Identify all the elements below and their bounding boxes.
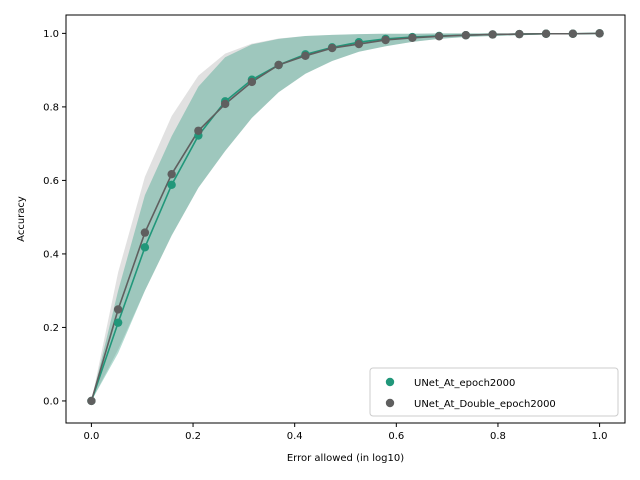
y-axis-ticks: 0.0 0.2 0.4 0.6 0.8 1.0: [43, 29, 66, 407]
point-unet-at-double-epoch2000-4: [194, 126, 203, 135]
point-unet-at-double-epoch2000-19: [595, 29, 604, 38]
point-unet-at-double-epoch2000-7: [274, 60, 283, 70]
point-unet-at-double-epoch2000-6: [247, 77, 257, 87]
x-tick-label: 1.0: [592, 431, 608, 442]
confidence-bands: [91, 33, 600, 401]
series-lines: [90, 32, 600, 402]
point-unet-at-double-epoch2000-11: [381, 35, 390, 45]
point-unet-at-double-epoch2000-2: [140, 228, 150, 237]
y-tick-label: 0.0: [43, 396, 59, 407]
point-unet-at-double-epoch2000-9: [327, 43, 337, 53]
point-unet-at-double-epoch2000-14: [461, 31, 471, 40]
point-unet-at-double-epoch2000-12: [408, 33, 417, 42]
x-tick-label: 0.0: [83, 431, 99, 442]
point-unet-at-double-epoch2000-16: [515, 29, 524, 39]
legend-marker-unet-at-double-epoch2000: [385, 398, 395, 408]
x-tick-label: 0.6: [388, 431, 404, 442]
legend-box: [369, 367, 619, 417]
point-unet-at-double-epoch2000-3: [167, 169, 176, 179]
point-unet-at-double-epoch2000-15: [488, 30, 497, 39]
y-tick-label: 0.6: [43, 176, 59, 187]
y-axis-label: Accuracy: [16, 196, 27, 242]
legend-entry-unet-at-double-epoch2000: UNet_At_Double_epoch2000: [414, 399, 556, 410]
series-points: [87, 29, 604, 406]
band-unet-at-double-epoch2000: [91, 33, 600, 401]
point-unet-at-double-epoch2000-1: [113, 305, 123, 314]
x-tick-label: 0.4: [287, 431, 303, 442]
point-unet-at-epoch2000-1: [113, 318, 123, 327]
x-tick-label: 0.2: [185, 431, 201, 442]
plot-frame: [65, 14, 626, 424]
legend: UNet_At_epoch2000 UNet_At_Double_epoch20…: [369, 367, 619, 417]
point-unet-at-epoch2000-2: [140, 243, 150, 252]
y-tick-label: 0.4: [43, 249, 59, 260]
y-tick-label: 0.8: [43, 102, 59, 113]
band-unet-at-epoch2000: [91, 33, 600, 401]
point-unet-at-double-epoch2000-13: [434, 32, 444, 41]
point-unet-at-double-epoch2000-18: [568, 29, 578, 38]
point-unet-at-epoch2000-3: [167, 180, 176, 190]
x-axis-ticks: 0.0 0.2 0.4 0.6 0.8 1.0: [83, 423, 608, 442]
y-tick-label: 1.0: [43, 29, 59, 40]
point-unet-at-double-epoch2000-5: [220, 99, 230, 109]
x-axis-label: Error allowed (in log10): [287, 453, 404, 464]
point-unet-at-double-epoch2000-0: [87, 396, 96, 406]
point-unet-at-double-epoch2000-8: [301, 51, 310, 60]
line-unet-at-double-epoch2000: [90, 32, 600, 402]
legend-marker-unet-at-epoch2000: [385, 377, 395, 387]
x-tick-label: 0.8: [490, 431, 506, 442]
y-tick-label: 0.2: [43, 323, 59, 334]
legend-entry-unet-at-epoch2000: UNet_At_epoch2000: [414, 378, 515, 389]
point-unet-at-double-epoch2000-10: [354, 39, 364, 49]
point-unet-at-double-epoch2000-17: [541, 29, 551, 38]
